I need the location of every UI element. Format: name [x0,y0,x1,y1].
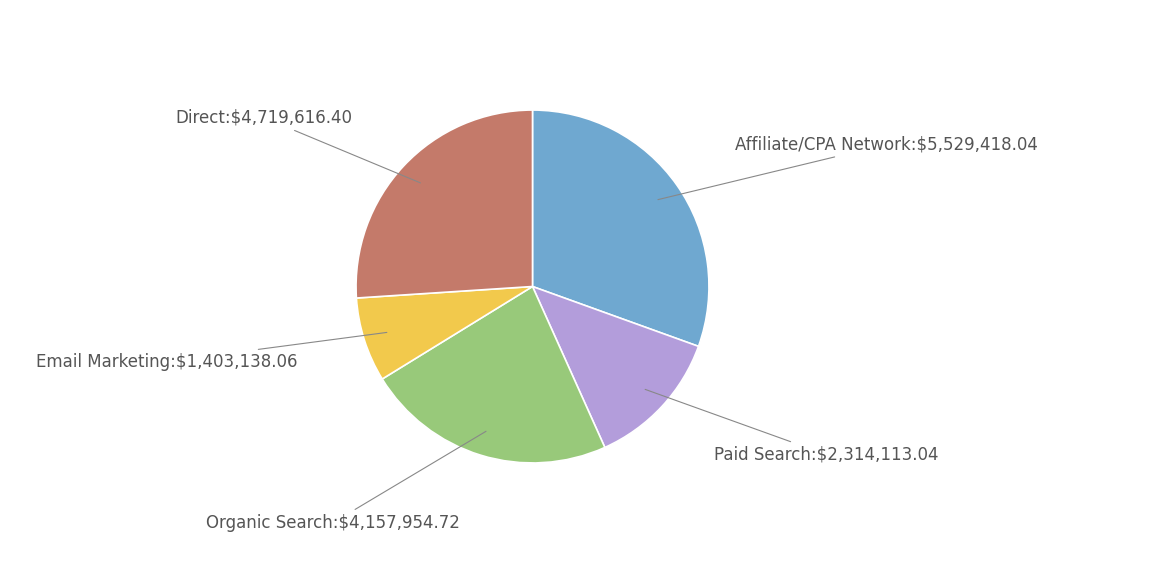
Wedge shape [356,286,532,379]
Text: Affiliate/CPA Network:$5,529,418.04: Affiliate/CPA Network:$5,529,418.04 [658,135,1038,199]
Wedge shape [532,286,698,448]
Wedge shape [356,110,532,298]
Wedge shape [532,110,708,346]
Wedge shape [382,286,605,463]
Text: Direct:$4,719,616.40: Direct:$4,719,616.40 [175,109,420,183]
Text: Organic Search:$4,157,954.72: Organic Search:$4,157,954.72 [206,431,486,532]
Text: Email Marketing:$1,403,138.06: Email Marketing:$1,403,138.06 [36,332,387,371]
Text: Paid Search:$2,314,113.04: Paid Search:$2,314,113.04 [645,390,938,464]
